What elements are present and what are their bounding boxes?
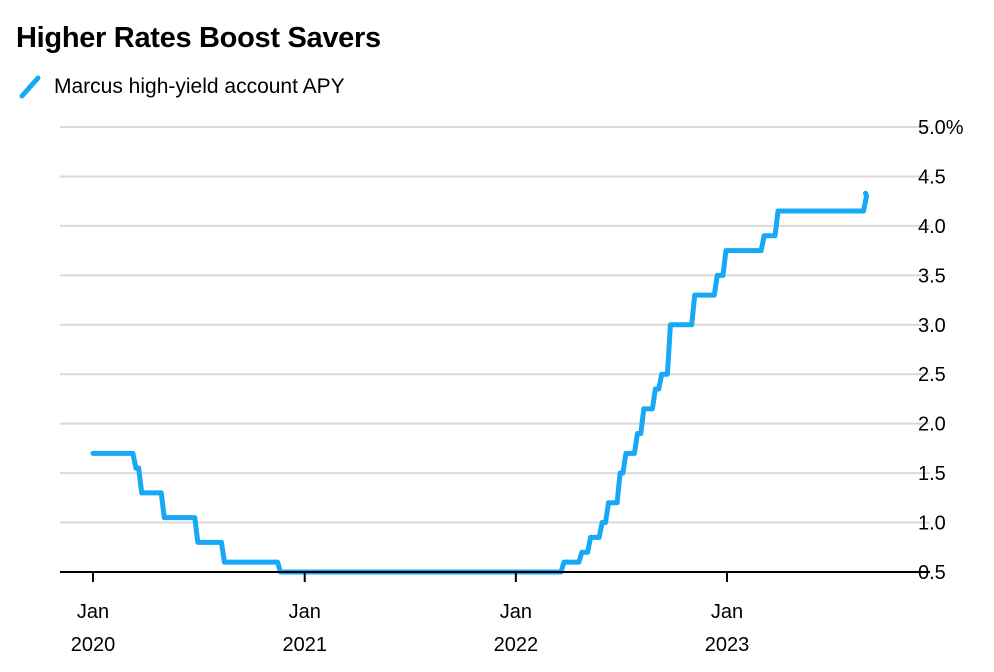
- legend-label: Marcus high-yield account APY: [54, 75, 345, 98]
- chart-title: Higher Rates Boost Savers: [16, 22, 381, 54]
- x-tick-year-label: 2020: [71, 634, 116, 656]
- x-tick-year-label: 2023: [705, 634, 750, 656]
- legend-swatch-icon: [19, 75, 41, 99]
- x-tick-month-label: Jan: [289, 601, 321, 623]
- y-tick-label: 3.5: [918, 265, 946, 287]
- y-tick-label: 4.5: [918, 166, 946, 188]
- series-line: [90, 190, 870, 575]
- x-tick-month-label: Jan: [711, 601, 743, 623]
- legend: Marcus high-yield account APY: [16, 74, 345, 100]
- y-tick-label: 0.5: [918, 562, 946, 584]
- y-tick-label: 4.0: [918, 216, 946, 238]
- y-tick-label: 1.5: [918, 463, 946, 485]
- y-tick-label: 1.0: [918, 513, 946, 535]
- x-tick-month-label: Jan: [77, 601, 109, 623]
- x-tick-month-label: Jan: [500, 601, 532, 623]
- y-tick-label: 2.5: [918, 364, 946, 386]
- y-tick-label: 3.0: [918, 315, 946, 337]
- y-tick-label: 5.0%: [918, 117, 964, 139]
- y-tick-label: 2.0: [918, 414, 946, 436]
- x-tick-year-label: 2022: [494, 634, 539, 656]
- x-tick-year-label: 2021: [282, 634, 327, 656]
